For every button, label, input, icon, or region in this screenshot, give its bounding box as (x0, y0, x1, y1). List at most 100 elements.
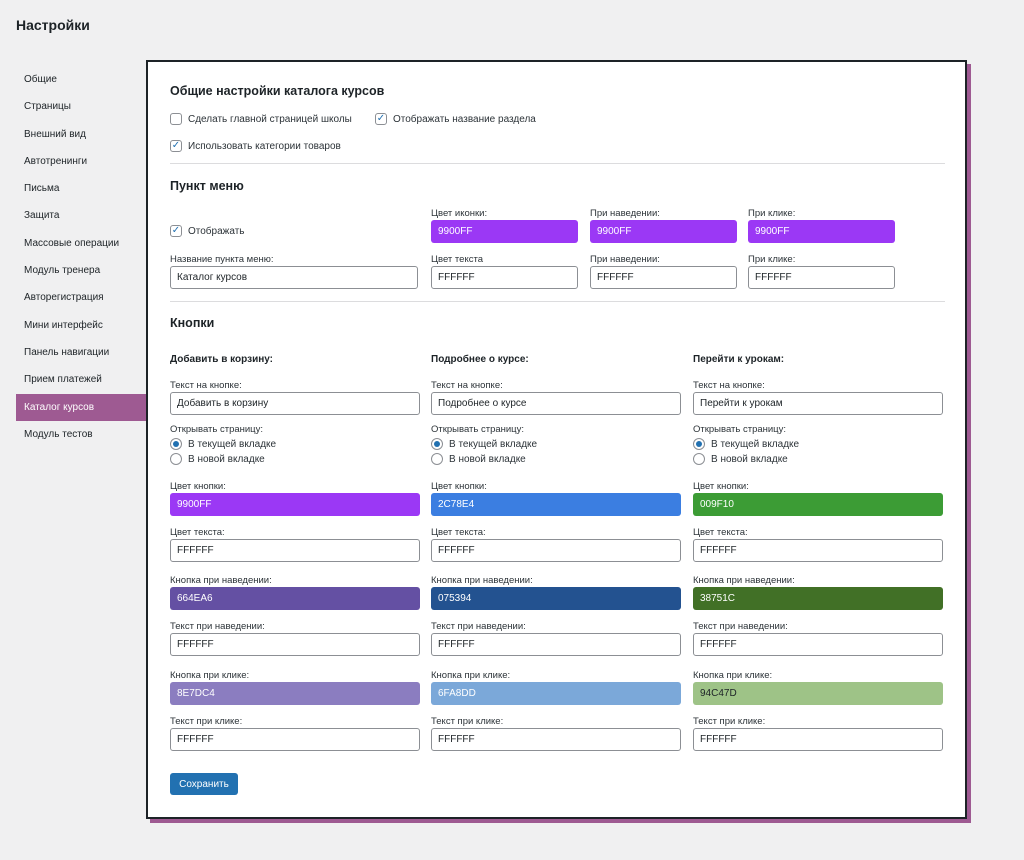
text-click-label: При клике: (748, 254, 796, 265)
text-color-input[interactable]: FFFFFF (431, 266, 578, 289)
button-text-input[interactable]: Подробнее о курсе (431, 392, 681, 415)
sidebar-item-pages[interactable]: Страницы (24, 101, 71, 113)
open-current-tab-radio[interactable]: В текущей вкладке (693, 438, 799, 450)
text-click-input[interactable]: FFFFFF (748, 266, 895, 289)
click-button-input[interactable]: 8E7DC4 (170, 682, 420, 705)
hover-button-input[interactable]: 075394 (431, 587, 681, 610)
hover-text-input[interactable]: FFFFFF (431, 633, 681, 656)
sidebar-item-appearance[interactable]: Внешний вид (24, 128, 86, 140)
sidebar-item-bulk-operations[interactable]: Массовые операции (24, 237, 120, 249)
icon-hover-label: При наведении: (590, 208, 660, 219)
sidebar-item-protection[interactable]: Защита (24, 210, 60, 222)
checkbox-box[interactable]: ✓ (170, 225, 182, 237)
open-current-tab-radio[interactable]: В текущей вкладке (431, 438, 537, 450)
open-new-tab-label: В новой вкладке (449, 453, 526, 465)
button-color-input[interactable]: 2C78E4 (431, 493, 681, 516)
hover-button-label: Кнопка при наведении: (431, 575, 533, 586)
open-current-tab-label: В текущей вкладке (449, 438, 538, 450)
open-new-tab-label: В новой вкладке (711, 453, 788, 465)
icon-color-label: Цвет иконки: (431, 208, 488, 219)
icon-color-input[interactable]: 9900FF (431, 220, 578, 243)
menu-display-label: Отображать (188, 225, 245, 237)
icon-hover-input[interactable]: 9900FF (590, 220, 737, 243)
settings-panel: Общие настройки каталога курсов Сделать … (146, 60, 967, 819)
column-heading: Добавить в корзину: (170, 354, 274, 365)
sidebar-item-autotrainings[interactable]: Автотренинги (24, 155, 88, 167)
sidebar-item-mini-interface[interactable]: Мини интерфейс (24, 319, 103, 331)
sidebar-item-general[interactable]: Общие (24, 74, 57, 85)
hover-text-input[interactable]: FFFFFF (693, 633, 943, 656)
hover-button-input[interactable]: 664EA6 (170, 587, 420, 610)
text-color-input[interactable]: FFFFFF (431, 539, 681, 562)
settings-sidebar: Общие Страницы Внешний вид Автотренинги … (16, 66, 154, 448)
hover-button-label: Кнопка при наведении: (693, 575, 795, 586)
sidebar-item-course-catalog[interactable]: Каталог курсов (16, 393, 154, 421)
click-text-label: Текст при клике: (431, 716, 504, 727)
sidebar-item-emails[interactable]: Письма (24, 183, 60, 195)
open-current-tab-radio[interactable]: В текущей вкладке (170, 438, 276, 450)
hover-button-input[interactable]: 38751C (693, 587, 943, 610)
menu-display-checkbox[interactable]: ✓ Отображать (170, 225, 244, 237)
radio-dot[interactable] (170, 453, 182, 465)
open-page-label: Открывать страницу: (693, 424, 787, 435)
sidebar-item-trainer-module[interactable]: Модуль тренера (24, 265, 101, 277)
text-hover-label: При наведении: (590, 254, 660, 265)
sidebar-item-navigation-panel[interactable]: Панель навигации (24, 346, 110, 358)
checkbox-box[interactable]: ✓ (170, 140, 182, 152)
click-text-input[interactable]: FFFFFF (170, 728, 420, 751)
menu-section-title: Пункт меню (170, 179, 244, 193)
radio-dot[interactable] (170, 438, 182, 450)
text-color-label: Цвет текста (431, 254, 483, 265)
open-current-tab-label: В текущей вкладке (711, 438, 800, 450)
button-color-input[interactable]: 009F10 (693, 493, 943, 516)
divider (170, 163, 945, 164)
button-text-label: Текст на кнопке: (693, 380, 765, 391)
make-home-label: Сделать главной страницей школы (188, 113, 352, 125)
show-section-name-checkbox[interactable]: ✓ Отображать название раздела (375, 113, 536, 125)
make-home-checkbox[interactable]: Сделать главной страницей школы (170, 113, 352, 125)
click-text-input[interactable]: FFFFFF (693, 728, 943, 751)
text-hover-input[interactable]: FFFFFF (590, 266, 737, 289)
click-button-input[interactable]: 94C47D (693, 682, 943, 705)
button-text-input[interactable]: Добавить в корзину (170, 392, 420, 415)
save-button[interactable]: Сохранить (170, 773, 238, 795)
open-new-tab-radio[interactable]: В новой вкладке (170, 453, 265, 465)
button-color-input[interactable]: 9900FF (170, 493, 420, 516)
page-title: Настройки (16, 17, 90, 33)
text-color-input[interactable]: FFFFFF (170, 539, 420, 562)
click-text-input[interactable]: FFFFFF (431, 728, 681, 751)
checkbox-box[interactable]: ✓ (375, 113, 387, 125)
radio-dot[interactable] (693, 453, 705, 465)
text-color-input[interactable]: FFFFFF (693, 539, 943, 562)
hover-text-label: Текст при наведении: (431, 621, 526, 632)
sidebar-item-tests-module[interactable]: Модуль тестов (24, 428, 93, 440)
text-color-label: Цвет текста: (431, 527, 486, 538)
button-text-label: Текст на кнопке: (431, 380, 503, 391)
sidebar-item-autoregistration[interactable]: Авторегистрация (24, 292, 104, 304)
column-heading: Подробнее о курсе: (431, 354, 529, 365)
show-section-name-label: Отображать название раздела (393, 113, 536, 125)
button-text-label: Текст на кнопке: (170, 380, 242, 391)
click-button-input[interactable]: 6FA8DD (431, 682, 681, 705)
use-categories-checkbox[interactable]: ✓ Использовать категории товаров (170, 140, 341, 152)
radio-dot[interactable] (431, 453, 443, 465)
open-new-tab-label: В новой вкладке (188, 453, 265, 465)
icon-click-label: При клике: (748, 208, 796, 219)
radio-dot[interactable] (693, 438, 705, 450)
button-text-input[interactable]: Перейти к урокам (693, 392, 943, 415)
sidebar-item-payments[interactable]: Прием платежей (24, 374, 102, 386)
radio-dot[interactable] (431, 438, 443, 450)
menu-name-input[interactable]: Каталог курсов (170, 266, 418, 289)
open-new-tab-radio[interactable]: В новой вкладке (431, 453, 526, 465)
text-color-label: Цвет текста: (170, 527, 225, 538)
hover-text-input[interactable]: FFFFFF (170, 633, 420, 656)
checkbox-box[interactable] (170, 113, 182, 125)
open-page-label: Открывать страницу: (170, 424, 264, 435)
click-text-label: Текст при клике: (170, 716, 243, 727)
click-text-label: Текст при клике: (693, 716, 766, 727)
icon-click-input[interactable]: 9900FF (748, 220, 895, 243)
open-page-label: Открывать страницу: (431, 424, 525, 435)
hover-text-label: Текст при наведении: (170, 621, 265, 632)
open-new-tab-radio[interactable]: В новой вкладке (693, 453, 788, 465)
button-color-label: Цвет кнопки: (693, 481, 749, 492)
